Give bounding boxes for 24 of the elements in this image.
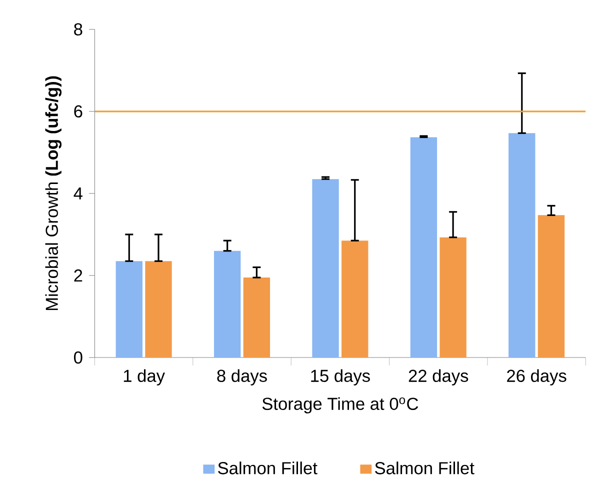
bar bbox=[116, 261, 142, 358]
x-tick-label: 15 days bbox=[311, 369, 370, 386]
legend-label: Salmon Fillet bbox=[375, 462, 474, 474]
x-tick-label: 8 days bbox=[217, 369, 267, 386]
y-axis-title: Microbial Growth (Log (ufc/g)) bbox=[45, 76, 62, 310]
y-tick-label: 8 bbox=[74, 23, 82, 36]
bar bbox=[410, 137, 438, 358]
bar bbox=[440, 237, 466, 358]
x-tick-label: 26 days bbox=[507, 369, 566, 386]
x-tick-label: 1 day bbox=[124, 369, 165, 386]
bar bbox=[538, 215, 565, 358]
y-tick-label: 4 bbox=[74, 188, 82, 200]
bar bbox=[342, 240, 368, 358]
bar bbox=[312, 179, 339, 358]
bar bbox=[145, 261, 172, 358]
y-tick-label: 6 bbox=[74, 105, 82, 118]
bar bbox=[214, 250, 241, 358]
bar bbox=[243, 278, 270, 358]
bar bbox=[508, 133, 536, 358]
legend-label: Salmon Fillet bbox=[218, 462, 318, 474]
x-axis-title: Storage Time at 0$^{o}$C bbox=[262, 397, 418, 414]
y-tick-label: 2 bbox=[74, 269, 82, 282]
x-tick-label: 22 days bbox=[408, 369, 468, 386]
y-tick-label: 0 bbox=[74, 351, 82, 364]
